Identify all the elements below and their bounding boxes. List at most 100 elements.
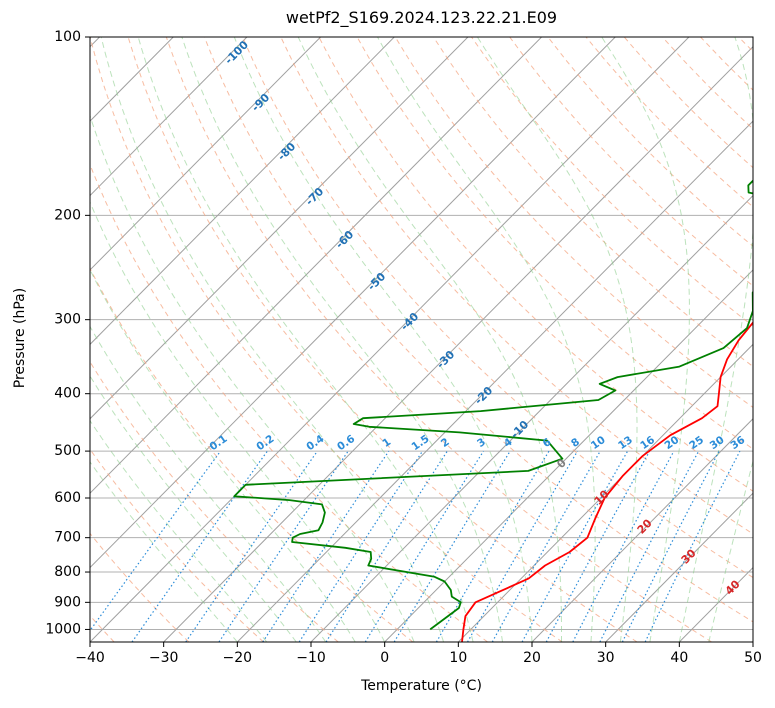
isotherms: [90, 37, 753, 642]
dry-adiabat-line: [738, 37, 753, 53]
line-labels: -100-90-80-70-60-50-40-30-20-100.1 0.2 0.4…: [207, 38, 747, 598]
y-tick-label: 200: [54, 207, 81, 223]
isotherm-line: [90, 37, 395, 346]
plot-area: -100-90-80-70-60-50-40-30-20-100.1 0.2 0.4…: [90, 37, 753, 642]
dry-adiabat-line: [356, 37, 753, 450]
mixing-ratio-line: [393, 450, 511, 642]
moist-adiabats: [90, 37, 753, 642]
isotherm-line: [678, 566, 753, 642]
moist-adiabat-line: [377, 37, 596, 642]
mixing-ratio-label: 36: [728, 434, 747, 452]
y-tick-label: 800: [54, 564, 81, 580]
isotherm-line: [90, 37, 543, 494]
dry-adiabat-line: [661, 37, 753, 130]
moist-adiabat-line: [297, 37, 562, 642]
dewpoint-profile-line: [233, 179, 753, 631]
mixing-ratio-label: 13: [616, 434, 635, 452]
moist-adiabat-line: [90, 114, 415, 642]
dry-adiabat-line: [90, 448, 264, 642]
moist-adiabat-line: [90, 375, 297, 642]
moist-adiabat-line: [181, 37, 503, 642]
mixing-ratio-label: 1.5: [409, 433, 431, 454]
isotherm-line: [90, 37, 690, 642]
mixing-ratio-line: [185, 450, 318, 642]
mixing-ratio-label: 25: [687, 434, 706, 452]
dry-adiabats: [90, 37, 753, 642]
mixing-ratio-label: 0.4: [304, 433, 326, 454]
dry-adiabat-label: -30: [434, 348, 457, 371]
chart-title: wetPf2_S169.2024.123.22.21.E09: [285, 8, 558, 27]
dry-adiabat-line: [547, 37, 753, 247]
moist-adiabat-label: 20: [635, 516, 655, 536]
isotherm-line: [90, 37, 469, 420]
mixing-ratio-line: [572, 450, 675, 642]
dry-adiabat-line: [90, 37, 563, 642]
plot-frame: [89, 36, 754, 643]
moist-adiabat-line: [90, 461, 238, 642]
dry-adiabat-line: [318, 37, 753, 492]
mixing-ratio-label: 30: [708, 434, 727, 452]
x-tick-label: −30: [149, 650, 179, 666]
isotherm-line: [310, 194, 753, 642]
y-axis-label: Pressure (hPa): [12, 287, 28, 389]
dry-adiabat-line: [203, 37, 753, 623]
mixing-ratio-label: 6: [541, 436, 554, 450]
moist-adiabat-line: [233, 37, 533, 642]
isotherm-line: [90, 37, 616, 569]
moist-adiabat-line: [678, 37, 753, 642]
dry-adiabat-line: [127, 37, 638, 642]
dry-adiabat-line: [90, 267, 414, 642]
isotherm-line: [90, 37, 322, 271]
mixing-ratio-label: 1: [380, 436, 393, 450]
isotherm-line: [752, 641, 753, 642]
mixing-ratio-line: [521, 450, 629, 642]
y-tick-label: 300: [54, 312, 81, 328]
dry-adiabat-label: -80: [275, 140, 298, 163]
x-axis-label: Temperature (°C): [361, 678, 482, 694]
mixing-ratio-lines: [90, 450, 741, 642]
y-tick-label: 900: [54, 594, 81, 610]
mixing-ratio-line: [325, 450, 448, 642]
dry-adiabat-line: [90, 532, 190, 642]
mixing-ratio-label: 16: [638, 434, 657, 452]
moist-adiabat-line: [90, 200, 386, 642]
mixing-ratio-label: 10: [589, 434, 608, 452]
isotherm-line: [384, 269, 753, 642]
mixing-ratio-label: 20: [663, 434, 682, 452]
dry-adiabat-line: [90, 360, 339, 642]
mixing-ratio-line: [545, 450, 651, 642]
pressure-grid: [90, 37, 753, 630]
moist-adiabat-line: [90, 325, 327, 642]
dry-adiabat-label: -90: [249, 91, 272, 114]
dry-adiabat-line: [90, 163, 488, 642]
dry-adiabat-label: -20: [472, 384, 495, 407]
isotherm-line: [531, 418, 753, 642]
moist-adiabat-line: [90, 419, 268, 642]
dry-adiabat-line: [432, 37, 753, 368]
moist-adiabat-line: [708, 459, 753, 642]
y-tick-label: 100: [54, 29, 81, 45]
mixing-ratio-line: [435, 450, 550, 642]
mixing-ratio-line: [298, 450, 424, 642]
x-tick-label: 0: [380, 650, 389, 666]
moist-adiabat-line: [476, 37, 638, 642]
moist-adiabat-line: [137, 37, 474, 642]
mixing-ratio-line: [599, 450, 700, 642]
x-tick-label: 10: [449, 650, 467, 666]
isotherm-line: [605, 492, 753, 642]
profiles: [233, 179, 753, 642]
y-tick-label: 1000: [45, 621, 81, 637]
isotherm-line: [90, 37, 174, 122]
x-tick-label: −20: [223, 650, 253, 666]
x-tick-label: 20: [523, 650, 541, 666]
mixing-ratio-line: [621, 450, 720, 642]
isotherm-line: [457, 343, 753, 642]
mixing-ratio-line: [90, 450, 221, 632]
mixing-ratio-label: 8: [569, 436, 582, 450]
dry-adiabat-line: [509, 37, 753, 287]
isotherm-line: [236, 120, 753, 642]
mixing-ratio-line: [364, 450, 485, 642]
moist-adiabat-line: [90, 268, 356, 642]
moist-adiabat-line: [100, 37, 445, 642]
